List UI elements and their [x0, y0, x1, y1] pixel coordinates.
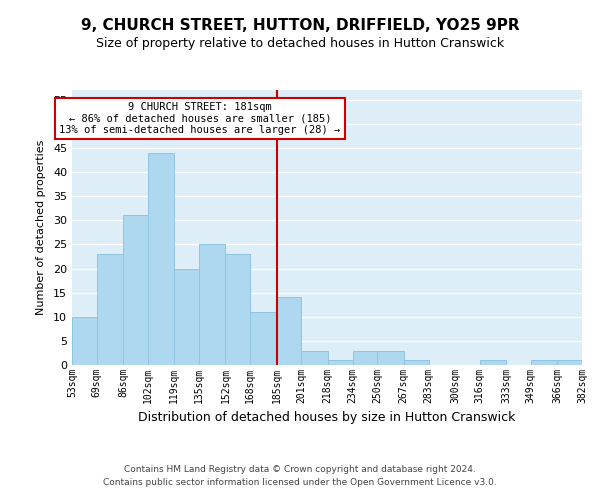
- Bar: [557, 360, 582, 365]
- Bar: [226, 254, 250, 365]
- Text: 9 CHURCH STREET: 181sqm
← 86% of detached houses are smaller (185)
13% of semi-d: 9 CHURCH STREET: 181sqm ← 86% of detache…: [59, 102, 341, 136]
- Bar: [123, 216, 148, 365]
- Bar: [328, 360, 353, 365]
- Bar: [72, 317, 97, 365]
- Bar: [301, 350, 328, 365]
- Y-axis label: Number of detached properties: Number of detached properties: [36, 140, 46, 315]
- Text: Size of property relative to detached houses in Hutton Cranswick: Size of property relative to detached ho…: [96, 38, 504, 51]
- Bar: [148, 152, 175, 365]
- Bar: [479, 360, 506, 365]
- Bar: [377, 350, 404, 365]
- Bar: [277, 298, 301, 365]
- Bar: [250, 312, 277, 365]
- Bar: [404, 360, 428, 365]
- X-axis label: Distribution of detached houses by size in Hutton Cranswick: Distribution of detached houses by size …: [139, 412, 515, 424]
- Text: 9, CHURCH STREET, HUTTON, DRIFFIELD, YO25 9PR: 9, CHURCH STREET, HUTTON, DRIFFIELD, YO2…: [80, 18, 520, 32]
- Bar: [199, 244, 226, 365]
- Bar: [97, 254, 123, 365]
- Text: Contains HM Land Registry data © Crown copyright and database right 2024.: Contains HM Land Registry data © Crown c…: [124, 466, 476, 474]
- Bar: [175, 268, 199, 365]
- Text: Contains public sector information licensed under the Open Government Licence v3: Contains public sector information licen…: [103, 478, 497, 487]
- Bar: [531, 360, 557, 365]
- Bar: [353, 350, 377, 365]
